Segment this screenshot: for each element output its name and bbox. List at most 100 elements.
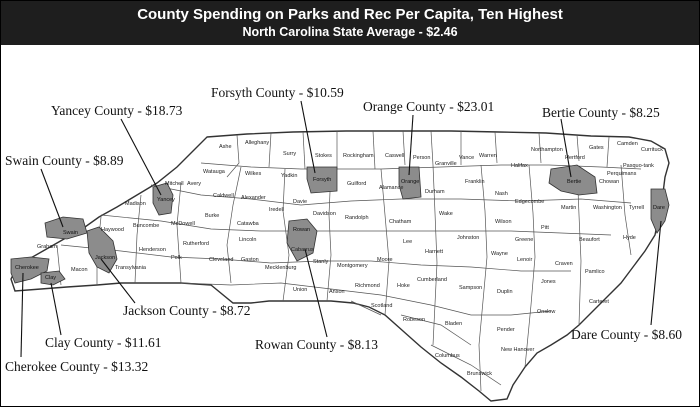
county-label: Greene [515, 237, 533, 243]
county-label: Washington [593, 205, 622, 211]
county-label: McDowell [171, 221, 195, 227]
leader-bertie [560, 118, 572, 178]
county-label: Gaston [241, 257, 259, 263]
county-forsyth [306, 166, 338, 194]
county-label: Northampton [531, 147, 563, 153]
county-label: Wilson [495, 219, 512, 225]
callout-bertie: Bertie County - $8.25 [542, 105, 660, 120]
callout-yancey: Yancey County - $18.73 [51, 103, 183, 118]
county-label: Johnston [457, 235, 479, 241]
county-dare [650, 188, 670, 234]
county-label: Wake [439, 211, 453, 217]
county-label: Alamance [379, 185, 403, 191]
county-label: Graham [37, 244, 57, 250]
county-label: Caldwell [213, 193, 234, 199]
county-label: Hyde [623, 235, 636, 241]
county-label: Avery [187, 181, 201, 187]
callout-swain: Swain County - $8.89 [5, 153, 124, 168]
county-jackson [86, 226, 118, 274]
county-name-labels: Ashe Alleghany Surry Stokes Rockingham C… [15, 140, 665, 377]
leader-dare [650, 220, 662, 326]
county-label: Cabarrus [291, 247, 314, 253]
county-label: Alleghany [245, 140, 269, 146]
leader-cherokee [20, 272, 24, 358]
county-label: Bertie [567, 179, 581, 185]
county-label: Rutherford [183, 241, 209, 247]
callout-forsyth: Forsyth County - $10.59 [211, 85, 344, 100]
county-label: Catawba [237, 221, 260, 227]
county-label: Jackson [95, 255, 115, 261]
leader-lines [20, 100, 662, 358]
county-label: Surry [283, 151, 296, 157]
county-label: Hoke [397, 283, 410, 289]
header-bar: County Spending on Parks and Rec Per Cap… [1, 1, 699, 45]
county-label: Perquimans [607, 171, 637, 177]
callout-jackson: Jackson County - $8.72 [123, 303, 251, 318]
county-label: Clay [45, 275, 56, 281]
county-label: Beaufort [579, 237, 600, 243]
nc-county-map: Ashe Alleghany Surry Stokes Rockingham C… [5, 85, 682, 402]
leader-orange [408, 114, 414, 176]
county-rowan [286, 218, 318, 262]
county-label: Onslow [537, 309, 555, 315]
county-bertie [548, 164, 598, 196]
county-label: Pamlico [585, 269, 605, 275]
leader-forsyth [300, 100, 316, 174]
county-label: Wilkes [245, 171, 261, 177]
county-label: Brunswick [467, 371, 492, 377]
county-label: Iredell [269, 207, 284, 213]
county-label: Chowan [599, 179, 619, 185]
county-cherokee [10, 256, 50, 284]
county-label: Ashe [219, 144, 232, 150]
county-label: Martin [561, 205, 576, 211]
county-label: Cleveland [209, 257, 233, 263]
county-label: Davie [293, 199, 307, 205]
county-orange [398, 166, 422, 200]
county-label: Guilford [347, 181, 366, 187]
county-label: Richmond [355, 283, 380, 289]
callout-orange: Orange County - $23.01 [363, 99, 494, 114]
county-clay [40, 270, 66, 286]
county-label: Harnett [425, 249, 444, 255]
map-title: County Spending on Parks and Rec Per Cap… [137, 6, 563, 23]
county-label: Granville [435, 161, 457, 167]
county-label: Moore [377, 257, 393, 263]
leader-swain [40, 168, 64, 228]
county-label: Mitchell [165, 181, 184, 187]
county-label: Madison [125, 201, 146, 207]
callout-clay: Clay County - $11.61 [45, 335, 162, 350]
county-label: Cherokee [15, 265, 39, 271]
county-label: Halifax [511, 163, 528, 169]
leader-jackson [100, 258, 136, 304]
county-label: Vance [459, 155, 474, 161]
county-label: Warren [479, 153, 497, 159]
county-label: Lenoir [517, 257, 532, 263]
county-label: Randolph [345, 215, 369, 221]
county-label: Columbus [435, 353, 460, 359]
map-subtitle: North Carolina State Average - $2.46 [242, 25, 458, 39]
county-label: Currituck [641, 147, 663, 153]
county-label: Swain [63, 230, 78, 236]
county-label: Pitt [541, 225, 549, 231]
county-label: Camden [617, 141, 638, 147]
callout-cherokee: Cherokee County - $13.32 [5, 359, 148, 374]
county-label: Caswell [385, 153, 404, 159]
county-label: Forsyth [313, 177, 331, 183]
highlighted-counties [10, 164, 670, 286]
county-label: Carteret [589, 299, 609, 305]
county-label: Dare [653, 205, 665, 211]
callout-rowan: Rowan County - $8.13 [255, 337, 378, 352]
county-label: Orange [401, 179, 419, 185]
county-label: Montgomery [337, 263, 368, 269]
county-label: Rockingham [343, 153, 374, 159]
county-label: Duplin [497, 289, 513, 295]
county-yancey [152, 182, 174, 216]
county-label: Durham [425, 189, 445, 195]
county-label: Lincoln [239, 237, 256, 243]
county-label: Pender [497, 327, 515, 333]
county-label: Person [413, 155, 430, 161]
county-label: Yadkin [281, 173, 297, 179]
callout-dare: Dare County - $8.60 [571, 327, 682, 342]
county-label: Polk [171, 255, 182, 261]
